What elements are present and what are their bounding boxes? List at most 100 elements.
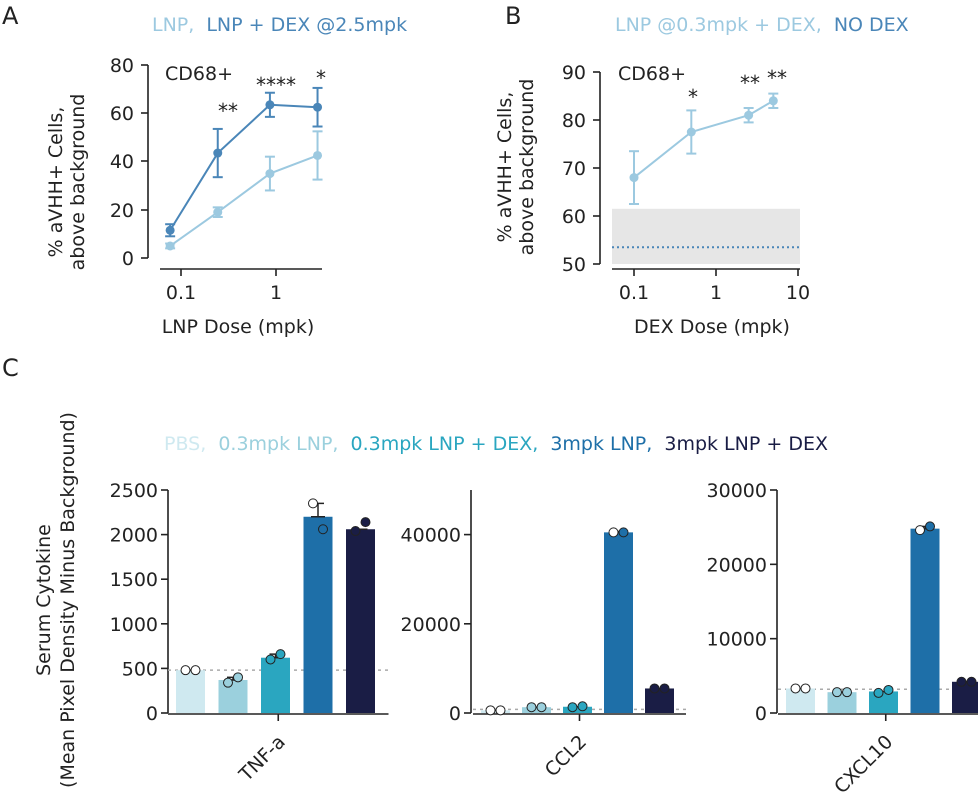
panel-a-inset-label: CD68+ — [165, 63, 233, 85]
bar — [563, 706, 592, 713]
replicate-point — [275, 649, 286, 660]
panel-b-marks — [629, 92, 779, 205]
y-tick-label: 30000 — [707, 480, 767, 502]
replicate-point — [360, 517, 371, 528]
panel-letter-b: B — [505, 2, 521, 30]
panel-b-inset-label: CD68+ — [618, 63, 686, 85]
data-point — [265, 169, 275, 179]
replicate-point — [577, 701, 588, 712]
legend-pbs: PBS, — [164, 433, 206, 455]
bar — [346, 529, 375, 713]
replicate-point — [485, 705, 496, 716]
y-tick-label: 500 — [122, 658, 158, 680]
series-line — [169, 103, 318, 231]
y-tick-label: 20000 — [401, 614, 461, 636]
panel-b-significance: ** — [767, 66, 787, 90]
panel-b-ytick-label: 80 — [562, 110, 586, 132]
bar — [910, 528, 940, 713]
replicate-point — [790, 683, 801, 694]
y-tick-label: 20000 — [707, 554, 767, 576]
panel-letter-c: C — [2, 354, 19, 382]
panel-b-ylabel-line2: above background — [516, 79, 538, 256]
bar — [303, 516, 333, 713]
y-tick-label: 40000 — [401, 525, 461, 547]
series-line — [633, 99, 774, 179]
panel-a-y-ticks: 0 20 40 60 80 — [110, 55, 148, 270]
replicate-point — [659, 683, 670, 694]
panel-a-marks — [165, 86, 323, 251]
panel-a-ytick-label: 20 — [110, 200, 134, 222]
panel-b-significance: ** — [740, 71, 760, 95]
panel-a-ylabel-line1: % aVHH+ Cells, — [45, 107, 67, 258]
panel-b: B LNP @0.3mpk + DEX, NO DEX CD68+ % aVHH… — [494, 2, 909, 338]
replicate-point — [495, 705, 506, 716]
replicate-point — [873, 687, 884, 698]
data-point — [165, 241, 175, 251]
panel-a-ytick-label: 80 — [110, 55, 134, 77]
panel-b-ytick-label: 70 — [562, 158, 586, 180]
data-point — [213, 207, 223, 217]
panel-letter-a: A — [2, 2, 19, 30]
x-category-label: TNF-a — [234, 731, 289, 786]
panel-c-ylabel-line1: Serum Cytokine — [33, 524, 55, 676]
cytokine-chart-ccl2: 0 20000 40000 CCL2 — [401, 490, 686, 781]
panel-b-xtick-label: 10 — [786, 282, 810, 304]
replicate-point — [536, 702, 547, 713]
panel-b-y-ticks: 50 60 70 80 90 — [562, 62, 600, 276]
legend-high-lnp: 3mpk LNP, — [550, 433, 652, 455]
legend-lnp: LNP, — [152, 14, 194, 36]
y-tick-label: 0 — [755, 703, 767, 725]
panel-b-legend: LNP @0.3mpk + DEX, NO DEX — [615, 14, 909, 36]
replicate-point — [915, 525, 925, 536]
panel-b-ytick-label: 90 — [562, 62, 586, 84]
replicate-point — [308, 498, 318, 509]
replicate-point — [956, 676, 967, 687]
panel-a-legend: LNP, LNP + DEX @2.5mpk — [152, 14, 407, 36]
panel-b-xtick-label: 0.1 — [619, 282, 649, 304]
data-point — [686, 127, 696, 137]
x-category-label: CCL2 — [541, 731, 591, 781]
data-point — [629, 173, 639, 183]
y-tick-label: 2000 — [110, 525, 158, 547]
y-tick-label: 1500 — [110, 569, 158, 591]
panel-b-ylabel: % aVHH+ Cells, above background — [494, 79, 538, 256]
data-point — [265, 100, 275, 110]
replicate-point — [190, 665, 201, 676]
panel-a-xtick-label: 1 — [270, 282, 282, 304]
replicate-point — [925, 521, 935, 532]
panel-a-xlabel: LNP Dose (mpk) — [162, 316, 315, 338]
data-point — [313, 102, 323, 112]
replicate-point — [526, 702, 537, 713]
replicate-point — [223, 677, 233, 688]
data-point — [313, 150, 323, 160]
replicate-point — [800, 683, 811, 694]
cytokine-chart-tnf: 0 500 1000 1500 2000 2500 TNF-a — [110, 480, 389, 786]
legend-lnp-dex: LNP @0.3mpk + DEX, — [615, 14, 822, 36]
panel-a-ytick-label: 60 — [110, 103, 134, 125]
data-point — [768, 96, 778, 106]
panel-a-significance: **** — [256, 73, 296, 97]
panel-a: A LNP, LNP + DEX @2.5mpk CD68+ % aVHH+ C… — [2, 2, 407, 338]
legend-lnp-dex: LNP + DEX @2.5mpk — [206, 14, 407, 36]
data-point — [213, 148, 223, 158]
replicate-point — [649, 683, 660, 694]
legend-low-lnp: 0.3mpk LNP, — [218, 433, 338, 455]
panel-c-ylabel: Serum Cytokine (Mean Pixel Density Minus… — [33, 412, 79, 788]
panel-b-xtick-label: 1 — [710, 282, 722, 304]
panel-a-x-ticks: 0.1 1 — [166, 269, 282, 304]
panel-b-significance: * — [688, 85, 698, 109]
replicate-point — [618, 527, 629, 538]
replicate-point — [180, 665, 191, 676]
bar — [604, 532, 633, 713]
replicate-point — [233, 672, 243, 683]
bar — [481, 710, 510, 713]
panel-b-ytick-label: 50 — [562, 254, 586, 276]
y-tick-label: 2500 — [110, 480, 158, 502]
y-tick-label: 0 — [449, 703, 461, 725]
panel-c: C PBS, 0.3mpk LNP, 0.3mpk LNP + DEX, 3mp… — [2, 354, 978, 798]
legend-low-lnp-dex: 0.3mpk LNP + DEX, — [350, 433, 538, 455]
panel-a-ytick-label: 0 — [122, 248, 134, 270]
legend-no-dex: NO DEX — [834, 14, 909, 36]
data-point — [165, 225, 175, 235]
panel-b-no-dex-band — [612, 208, 800, 264]
